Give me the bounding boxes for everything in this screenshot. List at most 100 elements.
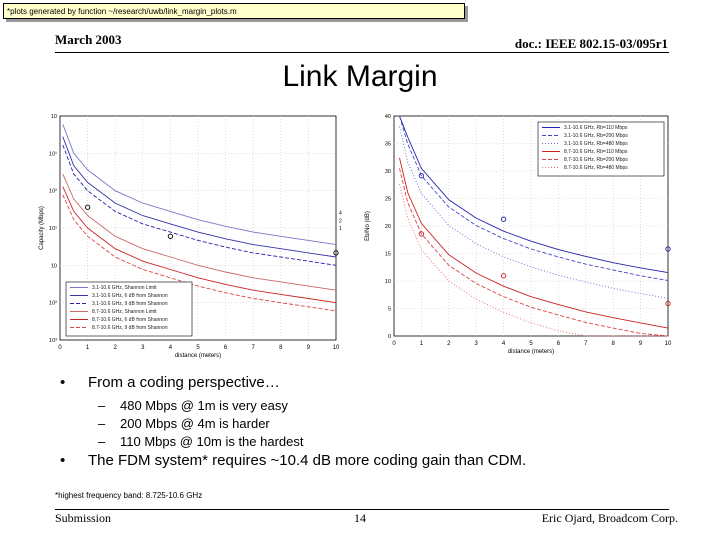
data-marker bbox=[418, 173, 425, 179]
x-tick-label: 2 bbox=[114, 345, 118, 351]
x-tick-label: 3 bbox=[141, 345, 145, 351]
y-tick-label: 40 bbox=[385, 114, 391, 120]
x-tick-label: 1 bbox=[420, 341, 424, 347]
legend-label: 3.1-10.6 GHz, 6 dB from Shannon bbox=[92, 293, 168, 299]
legend-label: 3.1-10.6 GHz, Rb=110 Mbps bbox=[564, 125, 628, 131]
plot-source-note: *plots generated by function ~/research/… bbox=[3, 3, 465, 19]
y-tick-label: 10² bbox=[49, 301, 57, 307]
x-tick-label: 9 bbox=[639, 341, 643, 347]
x-tick-label: 0 bbox=[58, 345, 62, 351]
data-marker bbox=[500, 273, 507, 279]
x-tick-label: 3 bbox=[475, 341, 479, 347]
y-tick-label: 10 bbox=[51, 114, 57, 120]
y-axis-label: Eb/No (dB) bbox=[365, 211, 371, 241]
series-line bbox=[399, 115, 669, 274]
x-tick-label: 8 bbox=[612, 341, 616, 347]
header-rule bbox=[55, 52, 669, 53]
y-tick-label: 25 bbox=[385, 197, 391, 203]
y-tick-label: 0 bbox=[388, 334, 391, 340]
dash-glyph: – bbox=[98, 434, 106, 449]
sub-bullet-text: 110 Mbps @ 10m is the hardest bbox=[120, 434, 304, 449]
x-tick-label: 1 bbox=[86, 345, 90, 351]
footer-rule bbox=[55, 509, 669, 510]
series-line bbox=[399, 183, 668, 337]
y-tick-label: 20 bbox=[385, 224, 391, 230]
dash-glyph: – bbox=[98, 416, 106, 431]
x-tick-label: 8 bbox=[279, 345, 283, 351]
legend-label: 3.1-10.6 GHz, Rb=480 Mbps bbox=[564, 141, 628, 147]
x-tick-label: 10 bbox=[665, 341, 672, 347]
right-label: 2 bbox=[339, 218, 342, 224]
sub-bullet-text: 200 Mbps @ 4m is harder bbox=[120, 416, 270, 431]
chart-svg: 0 1 2 3 4 5 6 7 8 9 10 0 5 10 15 20 25 30 35 40 distance (me… bbox=[365, 114, 672, 355]
footnote: *highest frequency band: 8.725-10.6 GHz bbox=[55, 491, 203, 500]
legend-label: 8.7-10.6 GHz, Rb=110 Mbps bbox=[564, 149, 628, 155]
bullet-glyph: • bbox=[60, 374, 66, 391]
series-line bbox=[399, 115, 669, 281]
data-marker bbox=[665, 246, 671, 252]
series-line bbox=[62, 144, 337, 266]
right-label: 1 bbox=[339, 226, 342, 232]
y-tick-label: 5 bbox=[388, 307, 391, 313]
slide-title: Link Margin bbox=[282, 60, 438, 93]
x-tick-label: 6 bbox=[224, 345, 228, 351]
y-axis-label: Capacity (Mbps) bbox=[39, 206, 45, 250]
series-line bbox=[62, 173, 337, 291]
x-tick-label: 10 bbox=[333, 345, 340, 351]
series-line bbox=[62, 124, 337, 246]
ebno-chart: 0 1 2 3 4 5 6 7 8 9 10 0 5 10 15 20 25 30 35 40 distance (me… bbox=[362, 104, 678, 356]
bullet-glyph: • bbox=[60, 452, 66, 469]
x-axis-label: distance (meters) bbox=[508, 349, 554, 355]
legend-label: 8.7-10.6 GHz, 9 dB from Shannon bbox=[92, 325, 168, 331]
x-tick-label: 9 bbox=[307, 345, 311, 351]
legend-box bbox=[537, 121, 665, 177]
y-tick-label: 10² bbox=[49, 189, 57, 195]
footer-author: Eric Ojard, Broadcom Corp. bbox=[541, 511, 678, 525]
y-tick-label: 35 bbox=[385, 142, 391, 148]
series-line bbox=[399, 168, 669, 337]
legend-label: 8.7-10.6 GHz, 6 dB from Shannon bbox=[92, 317, 168, 323]
data-marker bbox=[665, 300, 671, 307]
header-date: March 2003 bbox=[55, 32, 122, 47]
y-tick-label: 10¹ bbox=[49, 226, 57, 232]
legend-label: 3.1-10.6 GHz, Rb=200 Mbps bbox=[564, 133, 628, 139]
x-tick-label: 2 bbox=[447, 341, 451, 347]
y-tick-label: 10 bbox=[51, 263, 57, 269]
data-marker bbox=[500, 216, 507, 222]
dash-glyph: – bbox=[98, 398, 106, 413]
legend-box bbox=[65, 281, 193, 337]
data-marker bbox=[84, 204, 91, 210]
series-line bbox=[62, 186, 337, 304]
header-doc-id: doc.: IEEE 802.15-03/095r1 bbox=[514, 36, 668, 51]
legend-label: 3.1-10.6 GHz, 9 dB from Shannon bbox=[92, 301, 168, 307]
x-tick-label: 5 bbox=[529, 341, 533, 347]
x-axis-label: distance (meters) bbox=[175, 353, 221, 359]
data-marker bbox=[167, 233, 174, 239]
x-tick-label: 6 bbox=[557, 341, 561, 347]
series-line bbox=[62, 136, 337, 258]
bullet-text: The FDM system* requires ~10.4 dB more c… bbox=[88, 452, 527, 469]
y-tick-label: 10¹ bbox=[49, 151, 57, 157]
sub-bullet-text: 480 Mbps @ 1m is very easy bbox=[120, 398, 288, 413]
y-tick-label: 10³ bbox=[49, 338, 57, 344]
x-tick-label: 5 bbox=[196, 345, 200, 351]
legend-label: 3.1-10.6 GHz, Shannon Limit bbox=[92, 285, 157, 291]
y-tick-label: 15 bbox=[385, 252, 391, 258]
x-tick-label: 0 bbox=[392, 341, 396, 347]
legend-label: 8.7-10.6 GHz, Rb=480 Mbps bbox=[564, 165, 628, 171]
data-marker bbox=[333, 250, 339, 256]
x-tick-label: 7 bbox=[584, 341, 588, 347]
x-tick-label: 4 bbox=[169, 345, 173, 351]
x-tick-label: 4 bbox=[502, 341, 506, 347]
footer-page-number: 14 bbox=[354, 511, 366, 525]
x-tick-label: 7 bbox=[252, 345, 256, 351]
capacity-chart: 0 1 2 3 4 5 6 7 8 9 10 10³ 10² 10 10¹ 10² 10¹ 10 4 2 1 distan… bbox=[36, 108, 348, 360]
legend-label: 8.7-10.6 GHz, Rb=200 Mbps bbox=[564, 157, 628, 163]
bullet-text: From a coding perspective… bbox=[88, 374, 280, 391]
y-tick-label: 30 bbox=[385, 169, 391, 175]
right-label: 4 bbox=[339, 211, 342, 217]
chart-svg: 0 1 2 3 4 5 6 7 8 9 1010³10²1010¹10²10¹10421distan… bbox=[39, 114, 342, 359]
y-tick-label: 10 bbox=[385, 279, 391, 285]
series-line bbox=[399, 157, 669, 329]
data-marker bbox=[418, 231, 425, 237]
